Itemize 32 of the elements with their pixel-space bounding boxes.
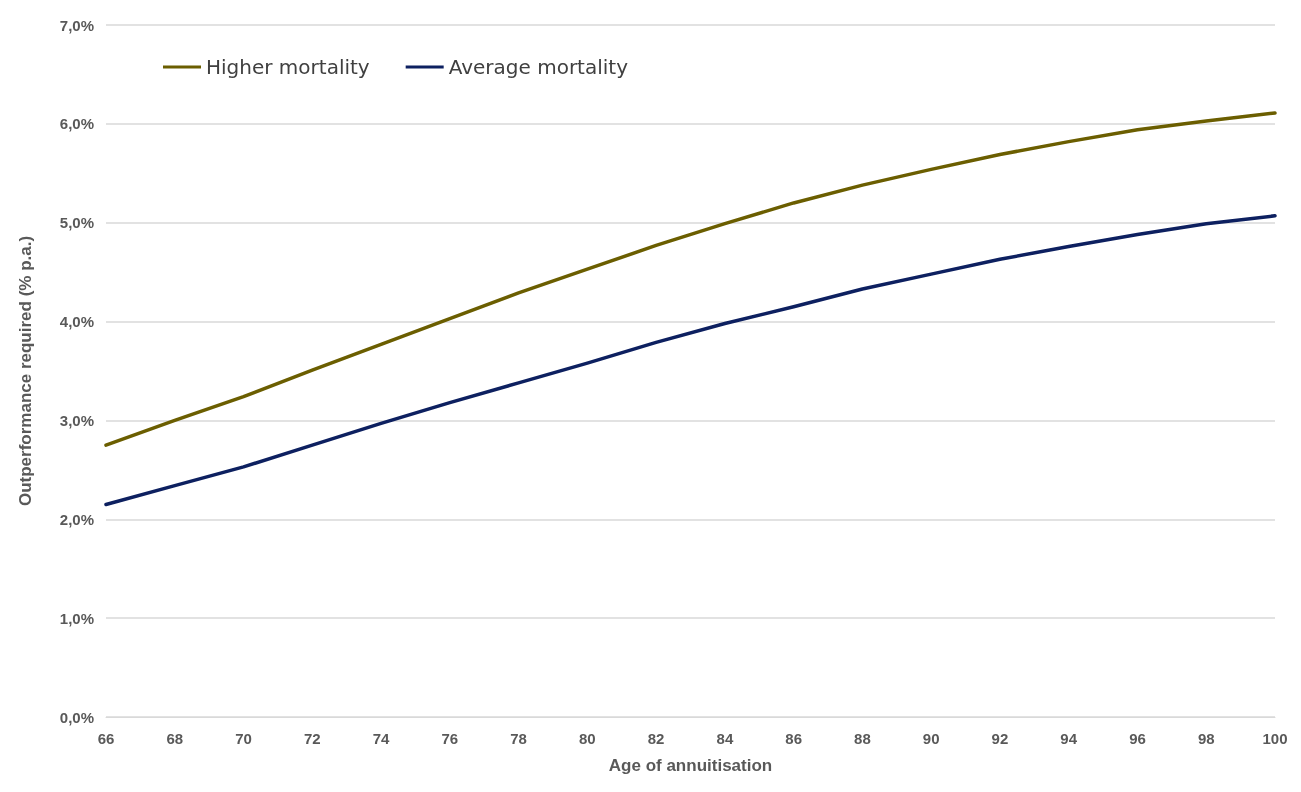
x-axis-title: Age of annuitisation <box>608 756 773 775</box>
x-tick-label: 66 <box>97 730 115 747</box>
y-axis-title: Outperformance required (% p.a.) <box>16 235 35 507</box>
x-tick-label: 78 <box>510 730 527 747</box>
x-tick-label: 74 <box>372 730 391 747</box>
legend-label: Average mortality <box>448 55 629 79</box>
x-tick-label: 76 <box>441 730 459 747</box>
x-tick-label: 96 <box>1129 730 1146 747</box>
x-tick-label: 68 <box>166 730 184 747</box>
x-tick-label: 100 <box>1262 730 1288 747</box>
legend-label: Higher mortality <box>206 55 370 79</box>
y-tick-label: 6,0% <box>59 115 94 133</box>
y-tick-label: 0,0% <box>59 708 94 726</box>
y-tick-label: 3,0% <box>59 411 94 429</box>
x-tick-label: 80 <box>579 730 596 747</box>
line-series <box>104 111 1277 447</box>
x-tick-label: 90 <box>922 730 940 747</box>
y-tick-label: 4,0% <box>59 313 94 331</box>
x-tick-label: 82 <box>647 730 665 747</box>
y-tick-label: 7,0% <box>59 16 94 34</box>
x-tick-label: 72 <box>303 730 321 747</box>
x-tick-label: 70 <box>235 730 252 747</box>
x-tick-label: 94 <box>1060 730 1078 747</box>
y-tick-label: 5,0% <box>59 214 94 232</box>
x-tick-label: 86 <box>785 730 802 747</box>
line-series <box>104 214 1277 507</box>
x-tick-label: 98 <box>1197 730 1215 747</box>
y-tick-label: 2,0% <box>59 510 94 528</box>
x-tick-label: 84 <box>716 730 734 747</box>
x-tick-label: 88 <box>854 730 871 747</box>
y-tick-label: 1,0% <box>59 609 94 627</box>
x-tick-label: 92 <box>991 730 1009 747</box>
